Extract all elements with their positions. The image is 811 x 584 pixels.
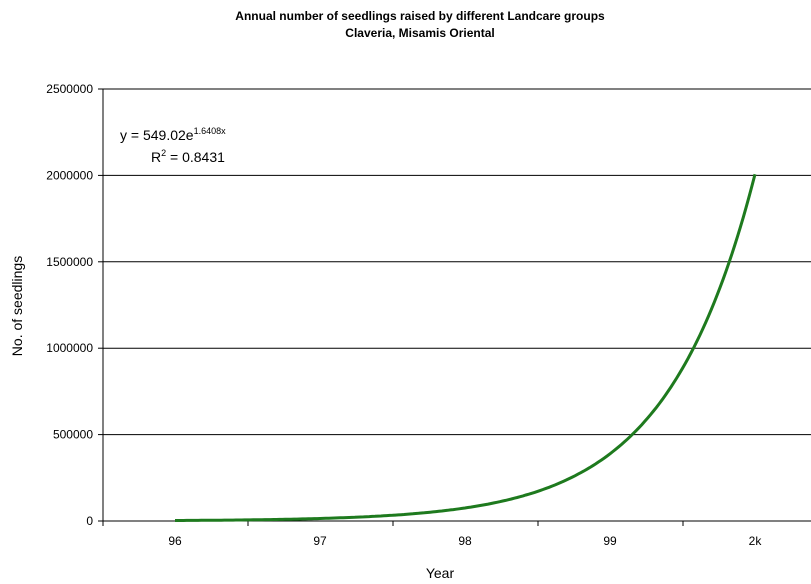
- chart-title: Annual number of seedlings raised by dif…: [235, 9, 605, 23]
- y-axis-title: No. of seedlings: [9, 256, 25, 356]
- x-tick-label: 96: [168, 534, 182, 548]
- y-tick-label: 2000000: [46, 168, 93, 182]
- x-axis-ticks: 96 97 98 99 2k: [102, 521, 763, 548]
- trendline-series: [175, 173, 757, 522]
- gridlines: [103, 88, 811, 436]
- trendline-equation: y = 549.02e1.6408x: [120, 126, 226, 143]
- y-tick-label: 2500000: [46, 82, 93, 96]
- x-axis-title: Year: [426, 565, 455, 581]
- y-tick-label: 0: [86, 514, 93, 528]
- y-tick-label: 1500000: [46, 255, 93, 269]
- y-axis-ticks: 0 500000 1000000 1500000 2000000 2500000: [46, 82, 103, 528]
- r-squared-label: R2 = 0.8431: [151, 148, 225, 165]
- x-tick-label: 98: [458, 534, 472, 548]
- x-tick-label: 99: [603, 534, 617, 548]
- y-tick-label: 1000000: [46, 341, 93, 355]
- y-tick-label: 500000: [53, 428, 93, 442]
- chart-subtitle: Claveria, Misamis Oriental: [345, 26, 494, 40]
- x-tick-label: 2k: [749, 534, 763, 548]
- x-tick-label: 97: [313, 534, 327, 548]
